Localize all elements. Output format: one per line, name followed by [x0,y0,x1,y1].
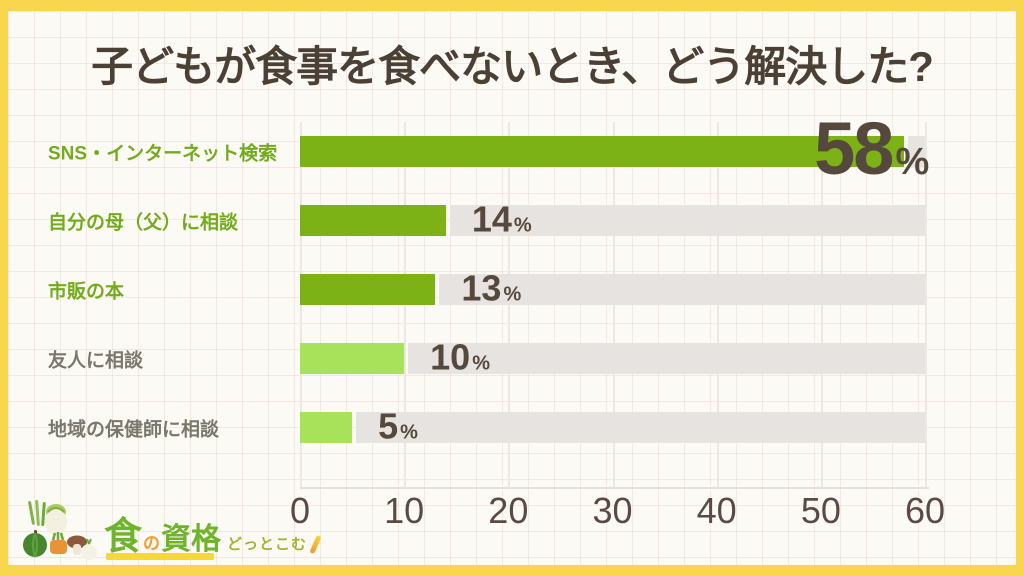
value-number: 13 [461,266,502,308]
bar-fill [300,343,405,374]
logo-text-no: の [143,534,161,553]
category-label: 地域の保健師に相談 [48,419,220,440]
value-number: 58 [814,106,894,190]
axis-tick-label: 20 [488,490,529,531]
value-label: 13 % [461,267,521,309]
category-label: 市販の本 [48,281,125,302]
background-grid: 子どもが食事を食べないとき、どう解決した? SNS・インターネット検索 58 %… [8,11,1016,565]
bar-chart: SNS・インターネット検索 58 % 自分の母（父）に相談 14 % 市販の本 [8,11,1016,565]
logo-text-shoku: 食 [104,516,143,558]
axis-tick-label: 40 [696,490,737,531]
value-number: 10 [430,335,471,377]
value-label: 5 % [378,405,418,447]
bar-track [908,136,925,167]
category-label: 友人に相談 [48,350,144,371]
value-number: 14 [471,197,512,239]
logo-text: 食 の 資格 どっとこむ [104,518,307,562]
bar-fill [300,274,436,305]
value-label: 58 % [814,106,930,190]
percent-sign: % [503,282,522,305]
value-label: 14 % [472,198,532,240]
category-label: SNS・インターネット検索 [48,143,278,164]
bar-track [356,412,925,443]
axis-tick-label: 10 [384,490,425,531]
axis-tick-label: 50 [800,490,841,531]
value-number: 5 [378,404,399,446]
bar-fill [300,136,905,167]
percent-sign: % [895,140,930,183]
bar-track [408,343,925,374]
page-title: 子どもが食事を食べないとき、どう解決した? [91,43,934,90]
axis-baseline [300,487,929,489]
percent-sign: % [513,213,532,236]
bar-track [439,274,925,305]
axis-tick-label: 30 [592,490,633,531]
axis-tick-label: 60 [904,490,946,531]
value-label: 10 % [430,336,490,378]
percent-sign: % [400,420,418,443]
logo-text-sub: どっとこむ [227,536,308,553]
percent-sign: % [472,351,490,374]
gridline [925,122,928,487]
bar-track [449,205,925,236]
axis-tick-label: 0 [289,490,311,531]
logo-text-shikaku: 資格 [161,523,222,556]
bar-fill [300,205,446,236]
bar-fill [300,412,353,443]
category-label: 自分の母（父）に相談 [48,212,239,233]
logo: 食 の 資格 どっとこむ [22,500,322,562]
logo-vegetables-icon [23,500,97,560]
logo-underline [106,553,214,560]
